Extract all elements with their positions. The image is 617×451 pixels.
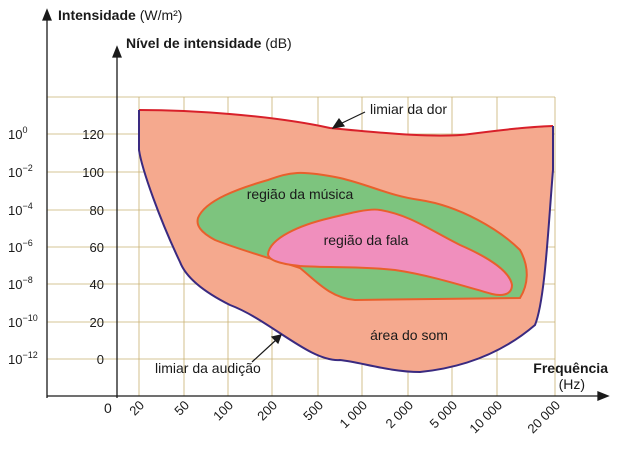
sound-area-label: área do som (370, 327, 448, 343)
intensity-tick-label: 10−6 (8, 238, 33, 255)
intensity-tick-label: 100 (8, 125, 27, 142)
pain-threshold-line (138, 109, 554, 137)
x-axis-title: Frequência (533, 360, 608, 376)
intensity-tick-labels: 100 10−2 10−4 10−6 10−8 10−10 10−12 (8, 125, 38, 367)
annotation-pointers (251, 111, 366, 363)
frequency-tick-label: 50 (171, 398, 192, 419)
intensity-tick-label: 10−2 (8, 163, 33, 180)
frequency-tick-label: 200 (254, 398, 280, 424)
frequency-tick-label: 5 000 (427, 398, 461, 432)
x-axis-unit: (Hz) (559, 376, 585, 392)
db-tick-label: 80 (90, 203, 104, 218)
speech-region-label: região da fala (324, 232, 409, 248)
db-tick-label: 40 (90, 277, 104, 292)
frequency-tick-label: 20 (126, 398, 147, 419)
intensity-tick-label: 10−12 (8, 350, 38, 367)
db-tick-label: 100 (82, 165, 104, 180)
intensity-tick-label: 10−4 (8, 201, 33, 218)
frequency-tick-label: 100 (210, 398, 236, 424)
hearing-threshold-label: limiar da audição (155, 360, 261, 376)
axes (42, 8, 610, 401)
hearing-threshold-line (138, 110, 554, 374)
intensity-tick-label: 10−8 (8, 275, 33, 292)
inner-y-axis-title: Nível de intensidade (dB) (126, 35, 292, 51)
db-tick-label: 120 (82, 127, 104, 142)
origin-label: 0 (104, 400, 112, 416)
frequency-tick-label: 10 000 (466, 398, 505, 437)
music-region-label: região da música (247, 186, 354, 202)
intensity-tick-label: 10−10 (8, 313, 38, 330)
frequency-tick-label: 500 (300, 398, 326, 424)
db-tick-label: 20 (90, 315, 104, 330)
db-tick-label: 0 (97, 352, 104, 367)
frequency-tick-label: 2 000 (383, 398, 417, 432)
db-tick-labels: 120 100 80 60 40 20 0 (82, 127, 104, 367)
speech-region (266, 208, 514, 296)
frequency-tick-label: 20 000 (524, 398, 563, 437)
outer-y-axis-title: Intensidade (W/m²) (58, 7, 182, 23)
frequency-tick-label: 1 000 (337, 398, 371, 432)
frequency-tick-labels: 20 50 100 200 500 1 000 2 000 5 000 10 000 20 000 (126, 398, 563, 437)
db-tick-label: 60 (90, 240, 104, 255)
pain-threshold-label: limiar da dor (370, 101, 447, 117)
